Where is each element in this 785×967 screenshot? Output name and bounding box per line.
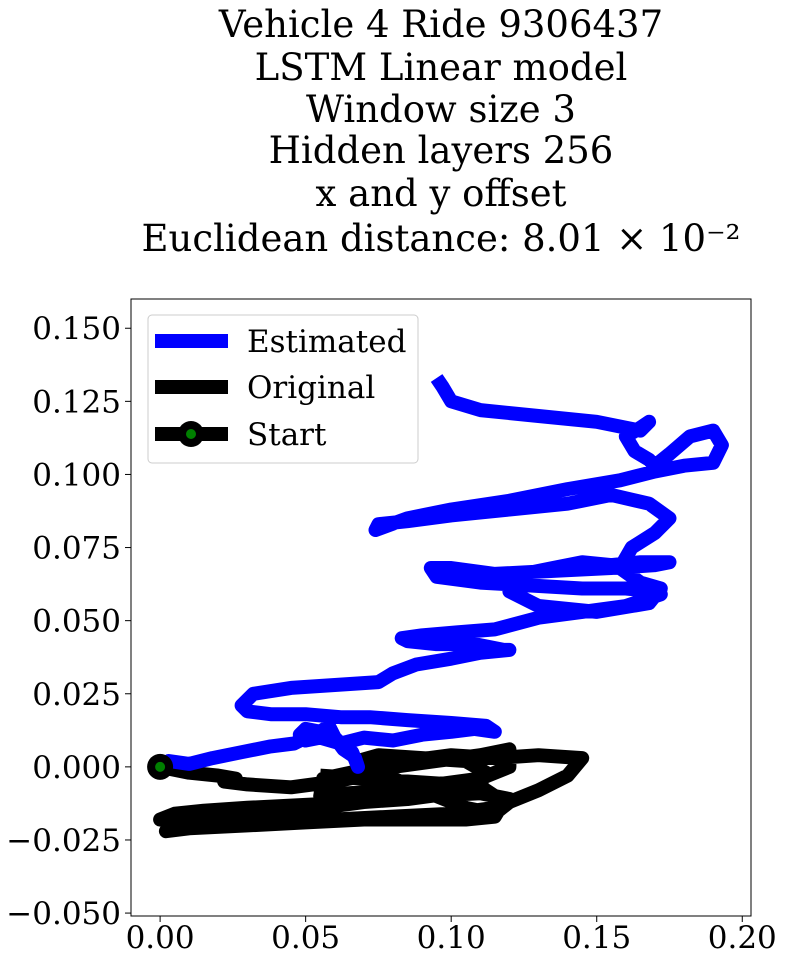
y-axis: 0.150 0.125 0.100 0.075 0.050 0.025 0.000 −0.02…: [6, 311, 131, 932]
title-line-6: Euclidean distance: 8.01 × 10⁻²: [142, 217, 741, 260]
x-tick-label: 0.15: [562, 920, 631, 956]
title-line-4: Hidden layers 256: [269, 129, 614, 172]
title-line-1: Vehicle 4 Ride 9306437: [218, 3, 663, 46]
y-tick-label: 0.000: [32, 750, 121, 786]
legend-label-start: Start: [247, 417, 327, 453]
trajectory-plot: [147, 374, 729, 839]
legend-label-original: Original: [247, 370, 375, 406]
y-tick-label: −0.050: [6, 896, 121, 932]
y-tick-label: −0.025: [6, 823, 121, 859]
x-tick-label: 0.10: [417, 920, 486, 956]
y-tick-label: 0.050: [32, 604, 121, 640]
y-tick-label: 0.025: [32, 677, 121, 713]
legend-start-marker-inner: [186, 429, 196, 439]
y-tick-label: 0.125: [32, 384, 121, 420]
title-line-2: LSTM Linear model: [255, 46, 628, 89]
x-tick-label: 0.20: [708, 920, 777, 956]
y-tick-label: 0.100: [32, 457, 121, 493]
legend-box: [147, 314, 419, 464]
title-line-5: x and y offset: [316, 172, 567, 215]
x-tick-label: 0.00: [126, 920, 195, 956]
y-tick-label: 0.150: [32, 311, 121, 347]
title-line-3: Window size 3: [306, 88, 576, 131]
x-axis: 0.00 0.05 0.10 0.15 0.20: [126, 916, 777, 956]
x-tick-label: 0.05: [271, 920, 340, 956]
series-line-original: [153, 742, 590, 839]
y-tick-label: 0.075: [32, 531, 121, 567]
plot-frame: [130, 298, 752, 917]
legend: Estimated Original Start: [147, 314, 419, 464]
series-line-estimated: [156, 374, 729, 774]
legend-label-estimated: Estimated: [247, 324, 406, 360]
start-marker-inner: [155, 761, 166, 772]
